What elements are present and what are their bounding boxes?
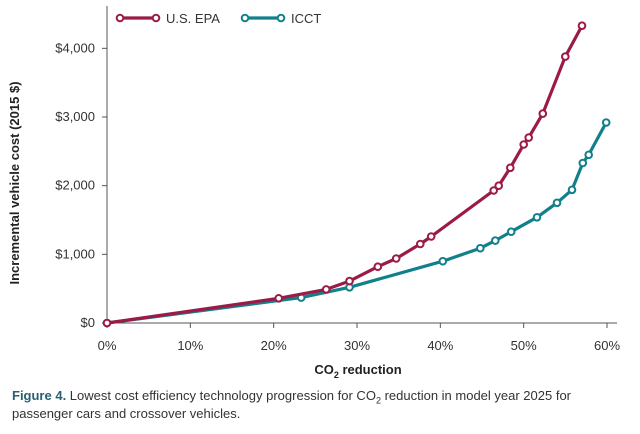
caption-text-b: reduction in model year 2025 for passeng…: [12, 388, 572, 421]
data-point-icct: [552, 198, 562, 208]
data-point-icct: [601, 118, 611, 127]
data-point-u-s-epa: [426, 232, 436, 241]
data-point-icct: [491, 236, 500, 245]
data-point-icct: [476, 243, 485, 253]
data-point-icct: [438, 256, 448, 266]
series-layer: [102, 21, 611, 328]
data-point-u-s-epa: [524, 133, 534, 142]
legend-marker: [276, 13, 286, 23]
x-ticks: 0% 10% 20% 30% 40% 50% 60%: [98, 323, 620, 353]
legend-item-icct: ICCT: [240, 11, 321, 26]
legend-label: ICCT: [291, 11, 321, 26]
x-tick-label: 30%: [344, 338, 370, 353]
data-point-u-s-epa: [489, 186, 499, 195]
x-axis-title: CO2 reduction: [314, 362, 401, 380]
x-tick-label: 50%: [511, 338, 537, 353]
series-line-u-s-epa: [105, 24, 584, 325]
x-tick-label: 60%: [594, 338, 620, 353]
data-point-u-s-epa: [345, 276, 354, 286]
figure-label: Figure 4.: [12, 388, 67, 403]
y-tick-label: $3,000: [55, 109, 95, 124]
legend-item-u-s-epa: U.S. EPA: [115, 11, 220, 26]
legend-marker: [240, 13, 250, 23]
legend-marker: [115, 13, 125, 23]
figure-caption: Figure 4. Lowest cost efficiency technol…: [12, 387, 628, 423]
axes-layer: [106, 6, 617, 324]
y-tick-label: $2,000: [55, 178, 95, 193]
x-axis-title-sub: 2: [334, 370, 339, 380]
legend-label: U.S. EPA: [166, 11, 220, 26]
y-tick-label: $1,000: [55, 246, 95, 261]
x-tick-label: 40%: [427, 338, 453, 353]
data-point-u-s-epa: [506, 163, 515, 173]
y-ticks: $0 $1,000 $2,000 $3,000 $4,000: [55, 40, 107, 330]
legend: U.S. EPA ICCT: [115, 11, 321, 26]
data-point-u-s-epa: [321, 285, 331, 294]
data-point-u-s-epa: [274, 294, 284, 303]
y-axis-title: Incremental vehicle cost (2015 $): [7, 81, 22, 284]
data-point-icct: [578, 158, 588, 168]
x-axis-title-tail: reduction: [339, 362, 402, 377]
data-point-icct: [584, 150, 594, 160]
data-point-u-s-epa: [391, 254, 401, 263]
data-point-icct: [567, 185, 577, 195]
legend-marker: [151, 13, 161, 23]
series-u-s-epa: [102, 21, 587, 328]
data-point-u-s-epa: [416, 239, 425, 249]
data-point-u-s-epa: [494, 181, 504, 190]
y-tick-label: $4,000: [55, 40, 95, 55]
series-icct: [102, 118, 611, 328]
x-tick-label: 0%: [98, 338, 117, 353]
data-point-icct: [506, 227, 516, 236]
x-tick-label: 10%: [177, 338, 203, 353]
data-point-u-s-epa: [577, 21, 587, 31]
data-point-icct: [532, 213, 542, 222]
series-line-icct: [105, 120, 608, 325]
data-point-u-s-epa: [519, 140, 529, 149]
chart-svg: 0% 10% 20% 30% 40% 50% 60% $0 $1,000 $2,000 $3,00…: [7, 6, 620, 380]
x-tick-label: 20%: [261, 338, 287, 353]
data-point-u-s-epa: [561, 52, 570, 61]
data-point-u-s-epa: [373, 262, 383, 272]
x-axis-title-main: CO: [314, 362, 334, 377]
data-point-u-s-epa: [538, 109, 548, 118]
y-tick-label: $0: [81, 315, 95, 330]
data-point-u-s-epa: [102, 318, 112, 328]
caption-subscript: 2: [375, 395, 381, 406]
chart-container: 0% 10% 20% 30% 40% 50% 60% $0 $1,000 $2,000 $3,00…: [7, 6, 620, 380]
caption-text-a: Lowest cost efficiency technology progre…: [66, 388, 376, 403]
